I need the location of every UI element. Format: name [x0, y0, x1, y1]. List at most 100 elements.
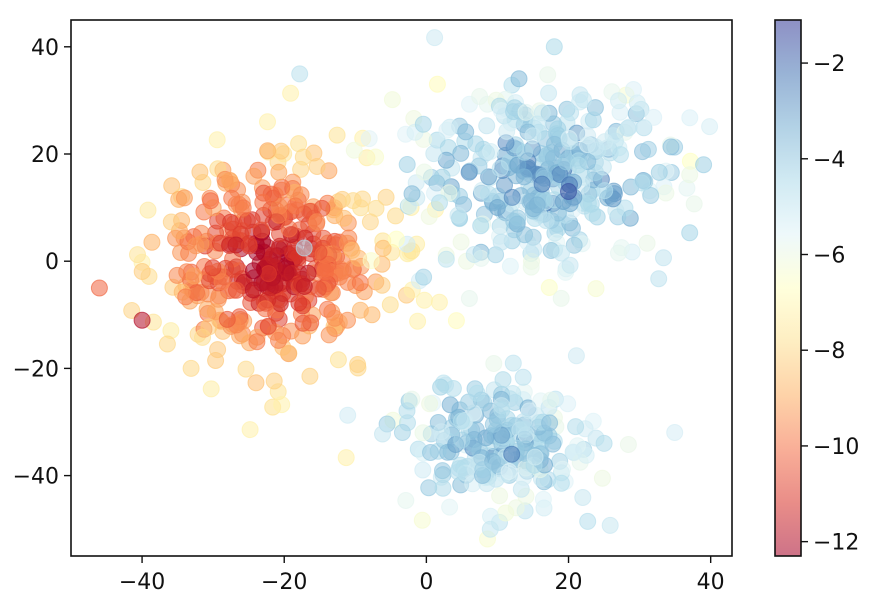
colorbar-ticks: −2 −4 −6 −8 −10 −12 — [801, 52, 859, 556]
y-tick-label: 40 — [31, 36, 59, 61]
scatter-point — [360, 130, 378, 148]
scatter-point — [433, 168, 451, 186]
scatter-point — [221, 171, 239, 189]
scatter-point — [430, 293, 448, 311]
scatter-point — [221, 236, 238, 254]
scatter-point — [596, 182, 614, 200]
y-axis: 40 20 0 −20 −40 — [13, 36, 71, 490]
scatter-point — [522, 258, 540, 276]
scatter-point — [541, 414, 559, 432]
scatter-point — [593, 469, 611, 487]
scatter-point — [540, 84, 558, 102]
scatter-point — [264, 247, 282, 265]
scatter-point — [373, 276, 391, 294]
scatter-point — [345, 141, 363, 159]
scatter-point — [282, 84, 300, 102]
scatter-point — [546, 135, 563, 153]
scatter-point — [191, 163, 209, 181]
scatter-point — [291, 65, 309, 83]
scatter-point — [329, 351, 347, 369]
scatter-point — [383, 91, 401, 109]
scatter-point — [594, 158, 612, 176]
scatter-point — [286, 197, 304, 215]
scatter-point — [685, 195, 703, 213]
scatter-point — [335, 209, 353, 227]
x-tick-label: 20 — [555, 570, 583, 595]
scatter-point — [610, 244, 627, 262]
scatter-point — [639, 140, 657, 158]
scatter-point — [308, 158, 326, 175]
scatter-point — [567, 418, 585, 436]
scatter-point — [290, 294, 308, 312]
scatter-point — [425, 145, 443, 163]
scatter-point — [565, 444, 583, 462]
scatter-point — [295, 278, 313, 295]
scatter-point — [351, 301, 369, 319]
colorbar-tick-label: −4 — [813, 148, 845, 173]
scatter-point — [362, 252, 380, 270]
scatter-point — [517, 103, 535, 121]
scatter-point — [308, 213, 326, 231]
scatter-point — [374, 239, 392, 257]
scatter-point — [561, 256, 579, 274]
scatter-point — [633, 174, 651, 192]
scatter-point — [525, 240, 543, 258]
scatter-point — [310, 243, 328, 261]
scatter-point — [302, 314, 320, 332]
scatter-point — [650, 163, 668, 181]
scatter-point — [444, 380, 462, 397]
scatter-point — [497, 504, 515, 522]
scatter-point — [414, 115, 432, 133]
scatter-point — [387, 207, 404, 225]
scatter-point — [561, 132, 579, 150]
scatter-point — [420, 479, 438, 497]
scatter-point — [393, 424, 411, 441]
scatter-point — [488, 199, 506, 216]
scatter-point — [560, 183, 577, 200]
scatter-point — [500, 463, 518, 480]
scatter-point — [414, 461, 432, 479]
colorbar-tick-label: −12 — [813, 531, 859, 556]
scatter-point — [175, 189, 193, 207]
scatter-point — [434, 479, 452, 497]
scatter-point — [645, 108, 663, 126]
scatter-point — [252, 221, 270, 239]
scatter-point — [328, 126, 346, 144]
scatter-point — [542, 391, 560, 409]
scatter-point — [434, 462, 451, 480]
scatter-point — [437, 250, 455, 268]
scatter-point — [414, 424, 432, 442]
scatter-point — [441, 396, 459, 414]
scatter-point — [574, 489, 592, 506]
scatter-point — [515, 168, 533, 186]
scatter-point — [503, 188, 521, 206]
scatter-point — [177, 288, 195, 306]
scatter-point — [655, 249, 672, 267]
scatter-point — [398, 402, 416, 420]
scatter-point — [244, 262, 262, 280]
scatter-point — [158, 335, 176, 353]
scatter-point — [381, 296, 399, 314]
scatter-point — [202, 380, 220, 398]
scatter-point — [182, 359, 200, 377]
scatter-point — [139, 201, 157, 219]
scatter-point — [256, 300, 274, 318]
scatter-point — [534, 490, 552, 508]
scatter-point — [245, 167, 263, 185]
scatter-point — [200, 318, 218, 336]
scatter-point — [472, 217, 490, 235]
scatter-point — [552, 474, 570, 492]
x-tick-label: 0 — [419, 570, 433, 595]
scatter-point — [420, 208, 438, 225]
scatter-point — [540, 279, 558, 296]
scatter-point — [204, 259, 222, 277]
colorbar-tick-label: −2 — [813, 52, 845, 77]
scatter-point — [413, 511, 431, 529]
scatter-point — [516, 143, 534, 161]
scatter-point — [491, 487, 509, 505]
scatter-point — [562, 104, 580, 122]
scatter-point — [553, 244, 570, 262]
scatter-point — [452, 233, 470, 251]
scatter-point — [234, 199, 252, 217]
